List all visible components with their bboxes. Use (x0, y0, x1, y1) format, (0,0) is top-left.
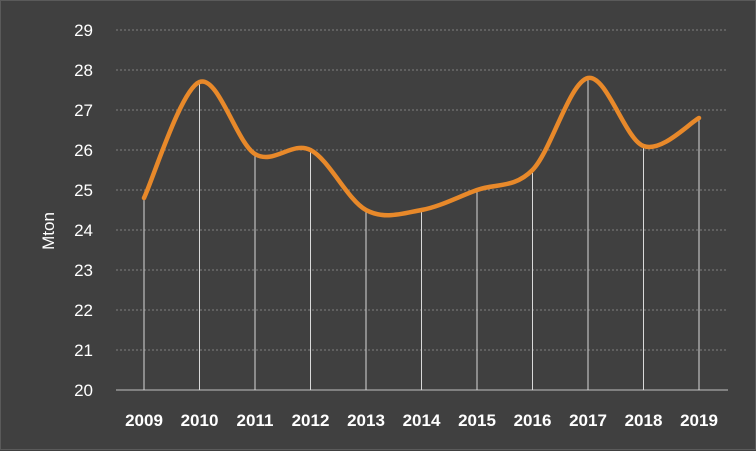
y-tick-label: 26 (74, 141, 93, 160)
y-tick-label: 20 (74, 381, 93, 400)
y-tick-label: 22 (74, 301, 93, 320)
x-tick-label: 2010 (181, 411, 219, 430)
x-tick-label: 2019 (680, 411, 718, 430)
x-axis-ticks: 2009 2010 2011 2012 2013 2014 2015 2016 2017 2018… (125, 411, 718, 430)
x-tick-label: 2013 (347, 411, 385, 430)
y-axis-label: Mton (39, 212, 58, 250)
x-tick-label: 2011 (237, 411, 274, 430)
series-group (141, 75, 702, 218)
x-tick-label: 2012 (292, 411, 330, 430)
y-tick-label: 23 (74, 261, 93, 280)
y-tick-label: 21 (74, 341, 93, 360)
drop-lines (143, 78, 700, 390)
y-tick-label: 28 (74, 61, 93, 80)
x-tick-label: 2016 (514, 411, 552, 430)
x-tick-label: 2014 (403, 411, 441, 430)
x-tick-label: 2009 (125, 411, 163, 430)
y-tick-label: 25 (74, 181, 93, 200)
y-tick-label: 29 (74, 21, 93, 40)
x-tick-label: 2018 (625, 411, 663, 430)
y-tick-label: 24 (74, 221, 93, 240)
x-tick-label: 2017 (569, 411, 607, 430)
series-line (141, 75, 702, 218)
y-tick-label: 27 (74, 101, 93, 120)
y-axis-ticks: 20 21 22 23 24 25 26 27 28 29 (74, 21, 93, 400)
x-tick-label: 2015 (458, 411, 496, 430)
